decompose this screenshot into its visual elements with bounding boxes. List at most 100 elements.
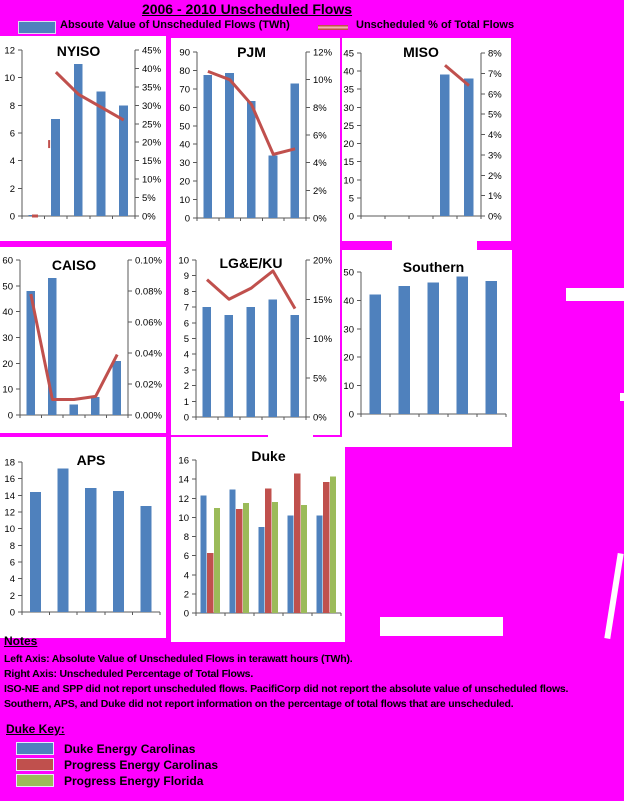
left-axis-label: 2 bbox=[10, 591, 15, 602]
left-axis-label: 0 bbox=[184, 413, 189, 424]
left-axis-label: 8 bbox=[184, 287, 189, 298]
left-axis-label: 0 bbox=[184, 609, 189, 620]
left-axis-label: 0 bbox=[8, 411, 13, 422]
chart-southern-svg: Southern 0 10 20 30 40 50 bbox=[343, 259, 507, 421]
right-axis-label: 0.00% bbox=[135, 411, 162, 422]
right-axis-label: 5% bbox=[142, 193, 156, 204]
bar bbox=[91, 396, 100, 415]
left-axis-label: 12 bbox=[178, 494, 189, 505]
chart-pjm-svg: PJM 0 10 20 30 40 50 60 70 80 90 0% 2% 4% 6% 8% 10% 12% bbox=[179, 44, 333, 225]
right-axis-label: 45% bbox=[142, 46, 162, 57]
duke-blue-swatch bbox=[16, 742, 54, 755]
bar bbox=[69, 404, 79, 415]
chart-panel-aps: APS 0 2 4 6 8 10 12 14 16 18 bbox=[0, 437, 166, 638]
left-axis-label: 70 bbox=[179, 84, 190, 95]
artifact-patch bbox=[268, 433, 313, 440]
right-axis-label: 8% bbox=[313, 103, 327, 114]
artifact-patch bbox=[380, 617, 503, 636]
left-axis-label: 50 bbox=[179, 121, 190, 132]
chart-panel-lgeku: LG&E/KU 0 1 2 3 4 5 6 7 8 9 10 0% 5% 10% 15% 20% bbox=[171, 247, 340, 435]
bar bbox=[73, 63, 83, 216]
bar bbox=[294, 473, 301, 613]
right-axis-label: 5% bbox=[313, 373, 327, 384]
artifact-patch bbox=[620, 393, 624, 401]
artifact-patch bbox=[392, 240, 477, 252]
left-axis-label: 10 bbox=[4, 73, 15, 84]
left-axis-label: 12 bbox=[4, 508, 15, 519]
bar bbox=[118, 105, 128, 216]
left-axis-label: 6 bbox=[184, 318, 189, 329]
duke-key-heading: Duke Key: bbox=[6, 722, 65, 736]
bar bbox=[271, 502, 278, 613]
left-axis-label: 9 bbox=[184, 271, 189, 282]
left-axis-label: 2 bbox=[10, 184, 15, 195]
notes-heading: Notes bbox=[4, 634, 38, 648]
chart-title: CAISO bbox=[52, 257, 96, 273]
left-axis-label: 40 bbox=[343, 296, 354, 307]
right-axis-label: 0.02% bbox=[135, 380, 162, 391]
bar bbox=[316, 515, 323, 613]
left-axis-label: 0 bbox=[349, 212, 354, 223]
chart-title: APS bbox=[77, 452, 106, 468]
percent-line bbox=[444, 64, 470, 87]
bar bbox=[112, 360, 122, 415]
duke-key-label: Progress Energy Carolinas bbox=[64, 757, 219, 772]
left-axis-label: 10 bbox=[4, 524, 15, 535]
left-axis-label: 0 bbox=[185, 214, 190, 225]
bar bbox=[200, 495, 207, 613]
bar bbox=[140, 506, 152, 612]
left-axis-label: 10 bbox=[343, 381, 354, 392]
duke-key-section: Duke Key: Duke Energy Carolinas Progress… bbox=[6, 722, 218, 789]
right-axis-label: 12% bbox=[313, 48, 333, 59]
right-axis-label: 0% bbox=[488, 212, 502, 223]
left-axis-label: 10 bbox=[178, 256, 189, 267]
right-axis-label: 7% bbox=[488, 69, 502, 80]
duke-key-item: Duke Energy Carolinas bbox=[6, 741, 218, 756]
bar bbox=[26, 291, 35, 415]
right-axis-label: 1% bbox=[488, 191, 502, 202]
left-axis-label: 50 bbox=[2, 281, 13, 292]
left-axis-label: 30 bbox=[343, 324, 354, 335]
bar bbox=[369, 294, 382, 414]
right-axis-label: 0% bbox=[313, 413, 327, 424]
percent-line bbox=[206, 269, 297, 310]
bar bbox=[30, 492, 42, 612]
bar bbox=[398, 286, 411, 414]
chart-title: MISO bbox=[403, 44, 439, 60]
right-axis-label: 25% bbox=[142, 119, 162, 130]
bar bbox=[96, 91, 106, 216]
chart-caiso-svg: CAISO 0 10 20 30 40 50 60 0.00% 0.02% 0.04% 0.06% 0.… bbox=[2, 256, 162, 422]
left-axis-label: 6 bbox=[10, 558, 15, 569]
bar bbox=[456, 276, 469, 414]
percent-line bbox=[29, 293, 119, 401]
left-axis-label: 60 bbox=[2, 256, 13, 267]
chart-aps-svg: APS 0 2 4 6 8 10 12 14 16 18 bbox=[4, 452, 161, 619]
right-axis-label: 10% bbox=[142, 175, 162, 186]
bar bbox=[427, 282, 440, 414]
left-axis-label: 20 bbox=[2, 359, 13, 370]
left-axis-label: 10 bbox=[343, 175, 354, 186]
left-axis-label: 10 bbox=[179, 195, 190, 206]
chart-nyiso-svg: NYISO 0 2 4 6 8 10 12 0% 5% 10% 15% 20% 25% 30% 35% 40% 4… bbox=[4, 43, 162, 223]
note-line: Right Axis: Unscheduled Percentage of To… bbox=[4, 668, 254, 680]
chart-title: Duke bbox=[251, 448, 285, 464]
duke-key-item: Progress Energy Carolinas bbox=[6, 757, 218, 772]
note-line: ISO-NE and SPP did not report unschedule… bbox=[4, 683, 569, 695]
chart-panel-miso: MISO 0 5 10 15 20 25 30 35 40 45 0% 1% 2% 3% 4% 5% 6% 7% 8% bbox=[342, 38, 511, 241]
chart-title: LG&E/KU bbox=[220, 255, 283, 271]
bar bbox=[246, 307, 256, 417]
left-axis-label: 20 bbox=[179, 177, 190, 188]
left-axis-label: 16 bbox=[4, 474, 15, 485]
right-axis-label: 0.08% bbox=[135, 287, 162, 298]
left-axis-label: 60 bbox=[179, 103, 190, 114]
bar bbox=[329, 476, 336, 613]
right-axis-label: 2% bbox=[313, 186, 327, 197]
chart-miso-svg: MISO 0 5 10 15 20 25 30 35 40 45 0% 1% 2% 3% 4% 5% 6% 7% 8% bbox=[343, 44, 502, 223]
left-axis-label: 4 bbox=[184, 350, 189, 361]
right-axis-label: 8% bbox=[488, 49, 502, 60]
right-axis-label: 15% bbox=[313, 295, 333, 306]
bar bbox=[439, 74, 450, 216]
bar bbox=[242, 503, 249, 613]
bar bbox=[47, 278, 57, 415]
right-axis-label: 6% bbox=[313, 131, 327, 142]
